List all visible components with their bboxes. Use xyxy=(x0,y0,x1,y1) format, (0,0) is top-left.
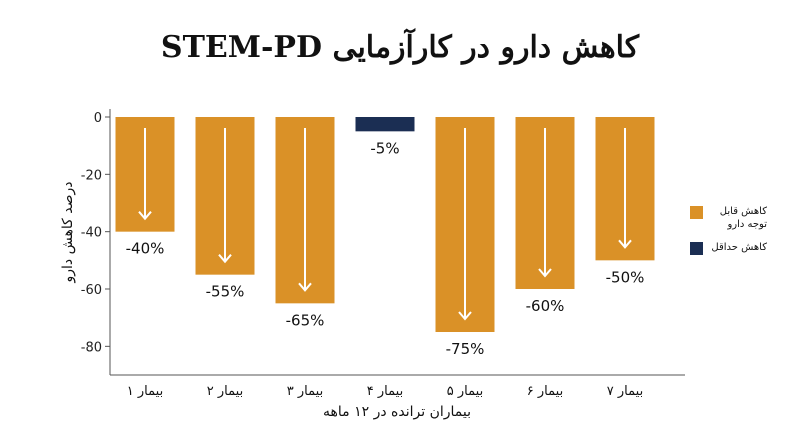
y-tick-label: 0 xyxy=(94,111,102,126)
legend-item-significant: کاهش قابل توجه دارو xyxy=(690,205,770,231)
legend-item-minimal: کاهش حداقل xyxy=(690,241,770,255)
bar-value-label: -40% xyxy=(126,240,165,258)
legend-swatch-significant xyxy=(690,206,703,219)
y-tick-label: -40 xyxy=(81,226,102,241)
bar-arrow-head xyxy=(618,239,632,249)
x-tick-label: بیمار ۳ xyxy=(287,384,323,399)
bar-value-label: -75% xyxy=(446,340,485,358)
x-tick-label: بیمار ۴ xyxy=(367,384,403,399)
y-tick-label: -60 xyxy=(81,283,102,298)
bar-value-label: -60% xyxy=(526,297,565,315)
bar-arrow-head xyxy=(138,211,152,221)
chart-title: کاهش دارو در کارآزمایی STEM-PD xyxy=(160,30,640,65)
bar xyxy=(355,117,415,132)
bar-value-label: -65% xyxy=(286,311,325,329)
bar-arrow-head xyxy=(298,282,312,292)
bar-arrow-head xyxy=(218,254,232,264)
bar-value-label: -55% xyxy=(206,283,245,301)
legend-swatch-minimal xyxy=(690,242,703,255)
x-axis-label: بیماران ترانده در ۱۲ ماهه xyxy=(322,404,471,420)
legend-label-significant: کاهش قابل توجه دارو xyxy=(719,206,767,230)
bar-arrow-head xyxy=(458,311,472,321)
bar-value-label: -5% xyxy=(370,139,399,157)
legend-label-minimal: کاهش حداقل xyxy=(711,242,767,253)
x-tick-label: بیمار ۶ xyxy=(527,384,563,399)
legend: کاهش قابل توجه دارو کاهش حداقل xyxy=(690,205,770,265)
x-tick-label: بیمار ۷ xyxy=(607,384,643,399)
y-tick-label: -80 xyxy=(81,340,102,355)
x-tick-label: بیمار ۵ xyxy=(447,384,483,399)
x-tick-label: بیمار ۱ xyxy=(127,384,163,399)
bar-arrow-head xyxy=(538,268,552,278)
x-tick-label: بیمار ۲ xyxy=(207,384,243,399)
bar-value-label: -50% xyxy=(606,268,645,286)
y-tick-label: -20 xyxy=(81,168,102,183)
